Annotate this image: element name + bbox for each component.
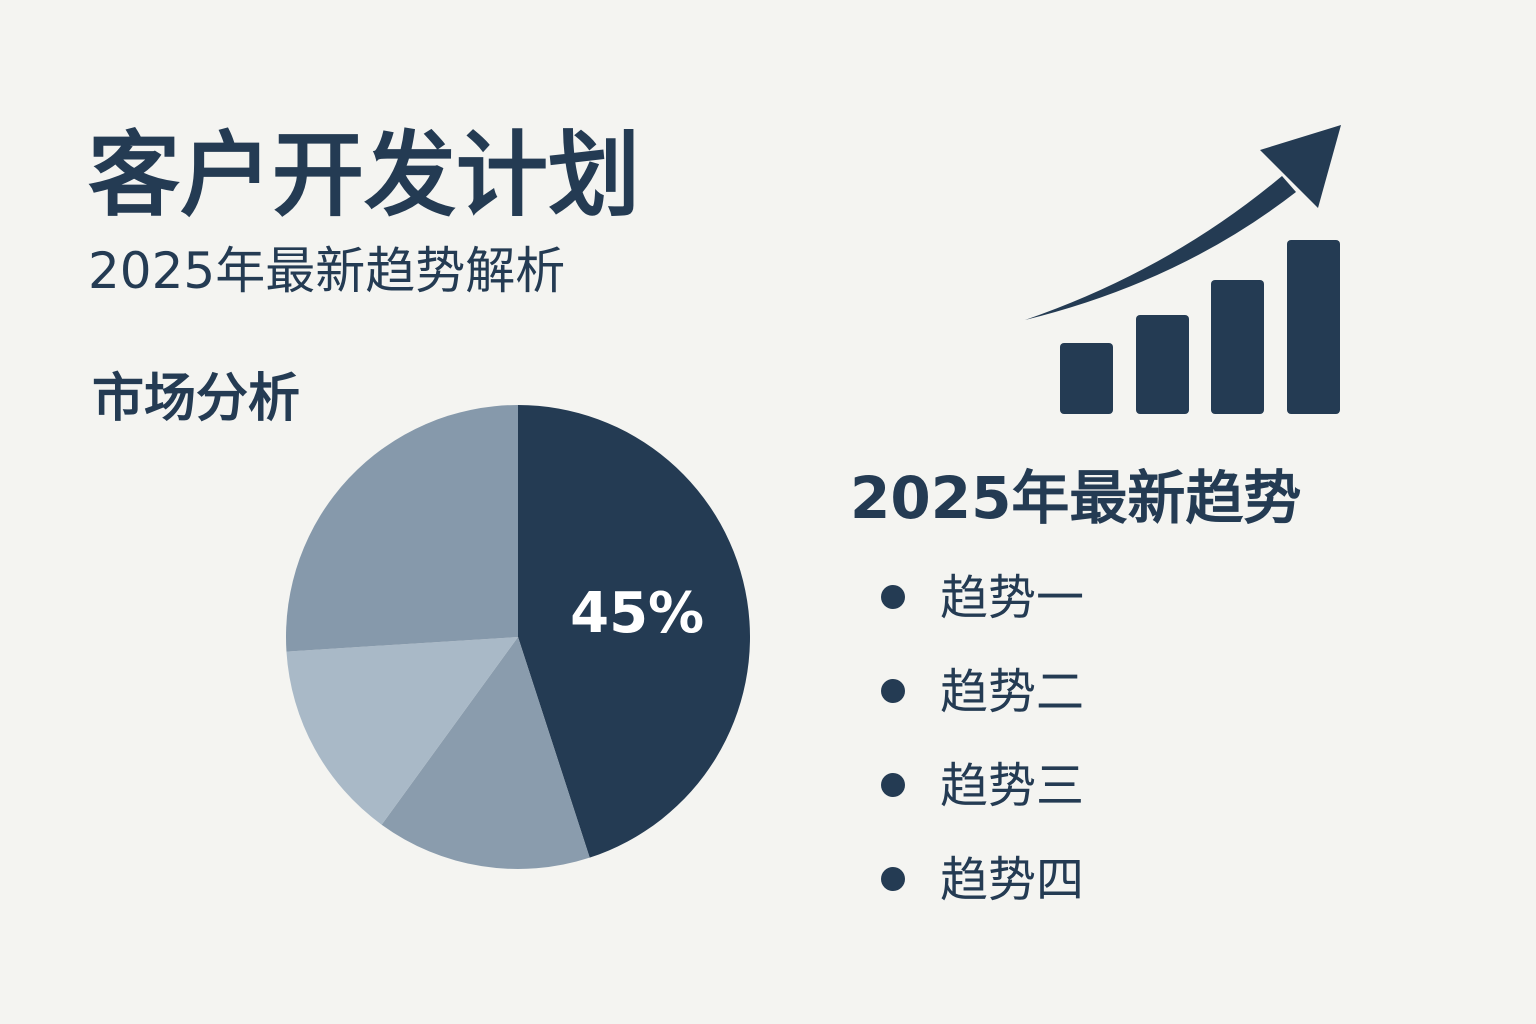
slice-label: 45% [570, 581, 704, 646]
icon-bar [1060, 343, 1113, 414]
pie-slice [381, 637, 590, 870]
pie-slice [286, 637, 518, 825]
bullet [881, 679, 905, 703]
trend-item: 趋势二 [940, 664, 1084, 720]
icon-bar [1287, 240, 1340, 414]
pie-chart: 45% [286, 405, 751, 870]
bullet [881, 585, 905, 609]
icon-bar [1211, 280, 1264, 414]
bullet [881, 867, 905, 891]
growth-icon [1025, 125, 1341, 414]
icon-arrow-shaft [1025, 176, 1296, 320]
page-title: 客户开发计划 [88, 122, 640, 229]
trend-item: 趋势四 [940, 852, 1084, 908]
trend-item: 趋势一 [940, 570, 1084, 626]
pie-slice [286, 405, 518, 652]
trends-title: 2025年最新趋势 [850, 464, 1301, 532]
pie-slice [518, 405, 751, 858]
icon-bar [1136, 315, 1189, 414]
chart-title: 市场分析 [92, 369, 300, 429]
icon-arrow-head [1260, 125, 1341, 208]
page-subtitle: 2025年最新趋势解析 [88, 242, 565, 300]
bullet [881, 773, 905, 797]
trend-item: 趋势三 [940, 758, 1084, 814]
